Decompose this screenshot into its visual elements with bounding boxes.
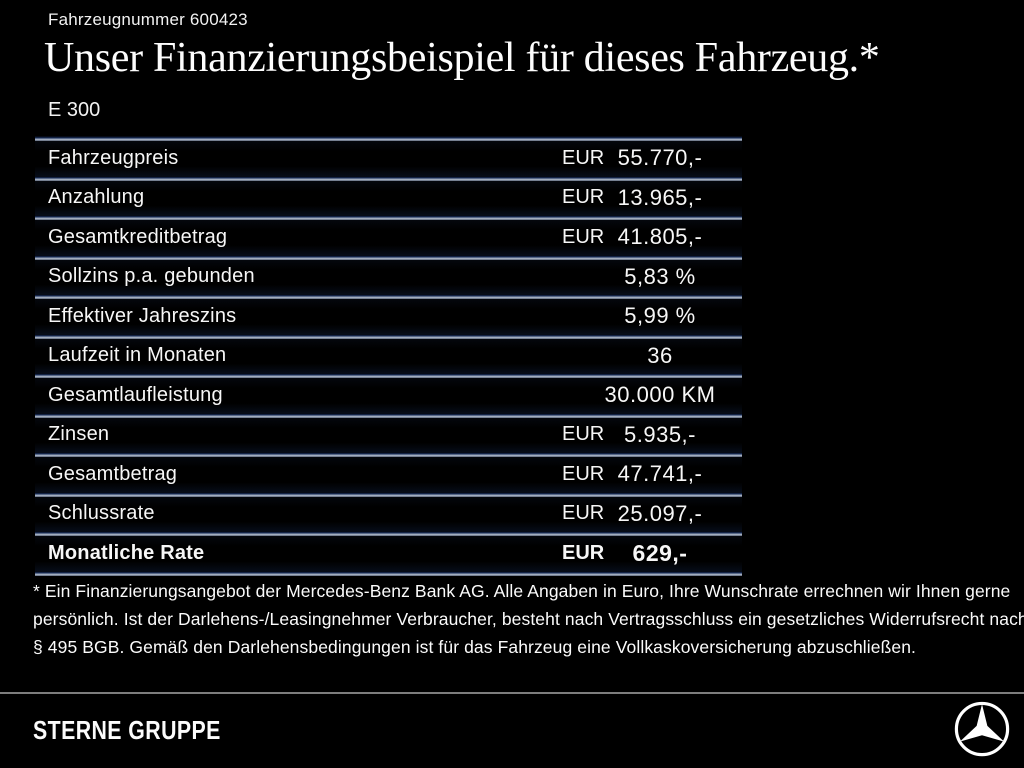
table-row-gesamtlaufleistung: Gesamtlaufleistung 30.000 KM — [35, 378, 742, 413]
table-row-gesamtbetrag: Gesamtbetrag EUR 47.741,- — [35, 457, 742, 492]
page-title: Unser Finanzierungsbeispiel für dieses F… — [44, 35, 880, 81]
table-divider — [35, 570, 742, 576]
row-label: Gesamtbetrag — [48, 462, 178, 485]
table-row-zinsen: Zinsen EUR 5.935,- — [35, 417, 742, 452]
row-value: 629,- — [632, 539, 688, 566]
row-label: Effektiver Jahreszins — [48, 304, 237, 327]
row-currency: EUR — [562, 502, 605, 525]
table-row-laufzeit: Laufzeit in Monaten 36 — [35, 338, 742, 373]
table-divider — [35, 531, 742, 536]
vehicle-number: Fahrzeugnummer 600423 — [48, 10, 248, 29]
row-currency: EUR — [562, 462, 605, 485]
table-divider — [35, 373, 742, 378]
table-divider — [35, 491, 742, 497]
table-divider — [35, 294, 742, 299]
table-row-fahrzeugpreis: Fahrzeugpreis EUR 55.770,- — [35, 141, 742, 176]
mercedes-star-icon — [954, 701, 1010, 757]
table-row-gesamtkreditbetrag: Gesamtkreditbetrag EUR 41.805,- — [35, 220, 742, 255]
row-label: Gesamtkreditbetrag — [48, 225, 228, 248]
table-divider — [35, 175, 742, 181]
table-divider — [35, 412, 742, 418]
table-row-sollzins: Sollzins p.a. gebunden 5,83 % — [35, 259, 742, 294]
table-divider — [35, 333, 742, 339]
table-divider — [35, 452, 742, 457]
row-label: Laufzeit in Monaten — [48, 344, 227, 367]
row-currency: EUR — [562, 541, 605, 564]
table-divider — [35, 254, 742, 260]
row-value: 55.770,- — [617, 145, 703, 171]
row-label: Zinsen — [48, 423, 110, 446]
row-currency: EUR — [562, 423, 605, 446]
table-divider — [35, 136, 742, 141]
row-label: Anzahlung — [48, 186, 145, 209]
row-label: Sollzins p.a. gebunden — [48, 265, 255, 288]
row-value: 5.935,- — [624, 421, 696, 447]
footnote-line: * Ein Finanzierungsangebot der Mercedes-… — [33, 581, 1011, 601]
row-value: 36 — [647, 342, 673, 368]
table-row-schlussrate: Schlussrate EUR 25.097,- — [35, 496, 742, 531]
footnote: * Ein Finanzierungsangebot der Mercedes-… — [33, 577, 1024, 661]
row-label: Gesamtlaufleistung — [48, 383, 223, 406]
row-value: 25.097,- — [617, 500, 703, 526]
footnote-line: persönlich. Ist der Darlehens-/Leasingne… — [33, 609, 1024, 629]
table-row-monatliche-rate: Monatliche Rate EUR 629,- — [35, 536, 742, 571]
table-divider — [35, 215, 742, 220]
row-value: 47.741,- — [617, 461, 703, 487]
vehicle-model: E 300 — [48, 99, 101, 121]
table-row-anzahlung: Anzahlung EUR 13.965,- — [35, 180, 742, 215]
row-value: 30.000 KM — [604, 382, 716, 408]
row-value: 5,99 % — [624, 303, 696, 329]
row-currency: EUR — [562, 146, 605, 169]
row-value: 41.805,- — [617, 224, 703, 250]
footnote-line: § 495 BGB. Gemäß den Darlehensbedingunge… — [33, 637, 916, 657]
row-value: 13.965,- — [617, 184, 703, 210]
financing-table: Fahrzeugpreis EUR 55.770,- Anzahlung EUR… — [35, 136, 742, 576]
table-row-effektiver-jahreszins: Effektiver Jahreszins 5,99 % — [35, 299, 742, 334]
row-currency: EUR — [562, 225, 605, 248]
row-currency: EUR — [562, 186, 605, 209]
row-label: Fahrzeugpreis — [48, 146, 179, 169]
dealer-name: STERNE GRUPPE — [33, 715, 221, 745]
row-value: 5,83 % — [624, 263, 696, 289]
row-label: Monatliche Rate — [48, 541, 205, 564]
footer-divider — [0, 692, 1024, 694]
row-label: Schlussrate — [48, 502, 155, 525]
